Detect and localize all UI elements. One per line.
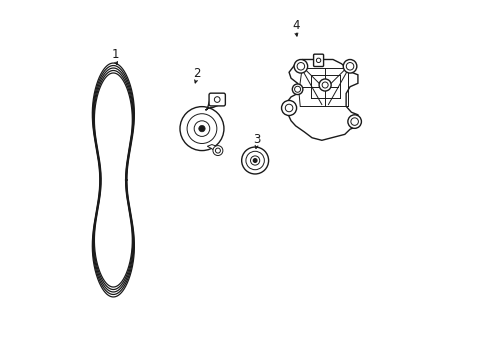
Text: 2: 2 [192, 67, 200, 80]
Circle shape [212, 145, 223, 156]
Circle shape [253, 159, 256, 162]
Text: 4: 4 [291, 19, 299, 32]
FancyBboxPatch shape [209, 93, 225, 106]
Polygon shape [207, 145, 219, 152]
Text: 3: 3 [253, 133, 260, 146]
Polygon shape [205, 99, 219, 110]
Circle shape [293, 59, 307, 73]
FancyBboxPatch shape [313, 54, 323, 67]
Circle shape [319, 79, 330, 91]
Circle shape [214, 97, 220, 102]
Circle shape [241, 147, 268, 174]
Text: 1: 1 [111, 48, 119, 61]
Circle shape [281, 100, 296, 116]
Circle shape [347, 115, 361, 129]
Polygon shape [286, 59, 357, 140]
Circle shape [292, 84, 302, 95]
Circle shape [180, 107, 224, 150]
Circle shape [343, 59, 356, 73]
Circle shape [198, 125, 205, 132]
